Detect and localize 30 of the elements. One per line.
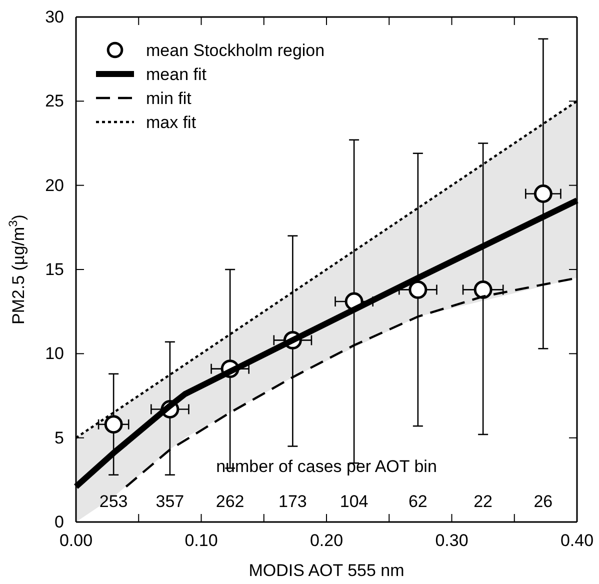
legend-label: min fit — [146, 89, 192, 108]
annotation: 62 — [408, 492, 428, 511]
y-tick-label: 30 — [45, 7, 64, 26]
annotation: 22 — [474, 492, 493, 511]
x-axis-title: MODIS AOT 555 nm — [248, 561, 404, 580]
y-tick-label: 5 — [54, 428, 64, 448]
annotation: 26 — [534, 492, 553, 511]
y-tick-label: 20 — [45, 176, 64, 195]
annotation: 104 — [340, 492, 368, 511]
annotation: 173 — [278, 492, 307, 511]
x-tick-label: 0.40 — [560, 531, 594, 550]
point — [474, 280, 492, 299]
y-tick-label: 15 — [45, 260, 64, 279]
legend-label: max fit — [146, 113, 196, 132]
annotation: 357 — [156, 492, 184, 511]
x-tick-label: 0.10 — [184, 531, 218, 550]
annotation: 262 — [216, 492, 244, 511]
point — [534, 184, 552, 203]
legend-label: mean fit — [146, 65, 207, 84]
annotation: 253 — [99, 492, 128, 511]
x-tick-label: 0.20 — [310, 531, 344, 550]
annotation: number of cases per AOT bin — [216, 457, 437, 476]
x-tick-label: 0.30 — [435, 531, 468, 550]
y-tick-label: 0 — [54, 512, 64, 532]
legend-label: mean Stockholm region — [146, 41, 325, 60]
point — [408, 280, 428, 299]
x-tick-label: 0.00 — [59, 531, 93, 550]
y-tick-label: 25 — [45, 92, 64, 111]
y-tick-label: 10 — [45, 344, 64, 364]
point — [104, 415, 123, 434]
